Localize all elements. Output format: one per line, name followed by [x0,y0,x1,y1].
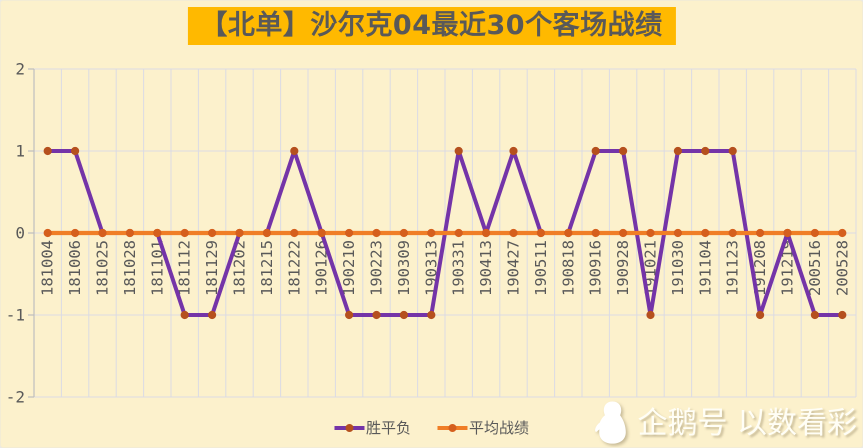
series-0-data-point [646,310,655,320]
series-0-data-point [290,146,299,156]
legend-sample-average [437,423,467,432]
x-tick-label: 181202 [231,240,249,296]
series-1-data-point [838,228,847,238]
series-1-data-point [180,228,189,238]
series-0-data-point [454,146,463,156]
legend-sample-result [333,423,364,432]
series-0-data-point [208,310,217,320]
series-1-data-point [317,228,326,238]
x-tick-label: 190928 [614,240,632,296]
series-1-data-point [290,228,299,238]
series-1-data-point [509,228,518,238]
series-1-data-point [399,228,408,238]
series-0-data-point [180,310,189,320]
legend-label-result: 胜平负 [365,419,411,437]
x-tick-label: 181129 [203,240,221,296]
x-tick-label: 191219 [779,240,797,296]
x-tick-label: 181025 [94,240,112,296]
series-1-data-point [98,228,107,238]
x-tick-label: 181112 [176,240,194,296]
x-tick-label: 200528 [833,240,851,296]
series-1-data-point [208,228,217,238]
x-tick-label: 191123 [724,240,742,296]
legend-item-result: 胜平负 [333,417,411,438]
x-tick-label: 181101 [148,240,166,296]
y-tick-label: 1 [15,142,25,161]
series-1-data-point [756,228,765,238]
series-0-data-point [619,146,628,156]
penguin-icon [595,401,627,444]
x-tick-label: 190210 [340,240,358,296]
series-1-data-point [235,228,244,238]
series-1-data-point [482,228,491,238]
series-0-data-point [43,146,52,156]
series-1-data-point [591,228,600,238]
series-0-data-point [345,310,354,320]
x-tick-label: 181215 [258,240,276,296]
x-tick-label: 190818 [559,240,577,296]
series-1-data-point [701,228,710,238]
x-tick-label: 190223 [368,240,386,296]
x-tick-label: 191104 [696,240,714,296]
legend-label-average: 平均战绩 [469,419,530,437]
series-0-data-point [591,146,600,156]
x-tick-label: 191030 [669,240,687,296]
series-1-data-point [564,228,573,238]
series-1-data-point [783,228,792,238]
series-0-data-point [673,146,683,156]
y-tick-label: 0 [15,224,25,243]
x-tick-label: 181222 [285,240,303,296]
series-1-data-point [427,228,436,238]
x-tick-label: 181028 [121,240,139,296]
y-tick-label: -1 [6,306,25,325]
series-1-data-point [619,228,628,238]
x-tick-label: 190126 [313,240,331,296]
series-1-data-point [536,228,546,238]
y-tick-label: 2 [15,60,25,79]
series-1-data-point [125,228,134,238]
x-tick-label: 190413 [477,240,495,296]
series-1-data-point [673,228,683,238]
watermark-text: 企鹅号 以数看彩 [637,406,857,441]
x-tick-label: 181004 [39,240,57,296]
x-tick-label: 190916 [587,240,605,296]
series-0-data-point [728,146,737,156]
legend: 胜平负 平均战绩 [333,417,529,438]
series-0-data-point [838,310,847,320]
x-tick-label: 200516 [806,240,824,296]
series-1-data-point [810,228,820,238]
series-0-data-point [399,310,408,320]
x-tick-label: 190309 [395,240,413,296]
series-0-data-point [71,146,80,156]
series-0-data-point [372,310,381,320]
series-1-data-point [153,228,162,238]
series-0-data-point [810,310,820,320]
x-tick-label: 190331 [450,240,468,296]
series-1-data-point [43,228,52,238]
series-1-data-point [345,228,354,238]
x-tick-label: 181006 [66,240,84,296]
series-1-data-point [372,228,381,238]
x-tick-label: 190427 [505,240,523,296]
chart-title: 【北单】沙尔克04最近30个客场战绩 [187,7,676,45]
watermark: 企鹅号 以数看彩 [594,400,857,445]
series-0-data-point [509,146,518,156]
x-tick-label: 190511 [532,240,550,296]
legend-item-average: 平均战绩 [437,417,529,438]
series-1-data-point [262,228,271,238]
series-0-data-point [701,146,710,156]
legend-marker-swatch [448,423,456,432]
series-1-data-point [454,228,463,238]
series-0-data-point [756,310,765,320]
series-0-data-point [427,310,436,320]
y-tick-label: -2 [6,388,25,407]
legend-marker-swatch [344,423,353,432]
series-1-data-point [728,228,737,238]
series-1-data-point [646,228,655,238]
series-1-data-point [71,228,80,238]
